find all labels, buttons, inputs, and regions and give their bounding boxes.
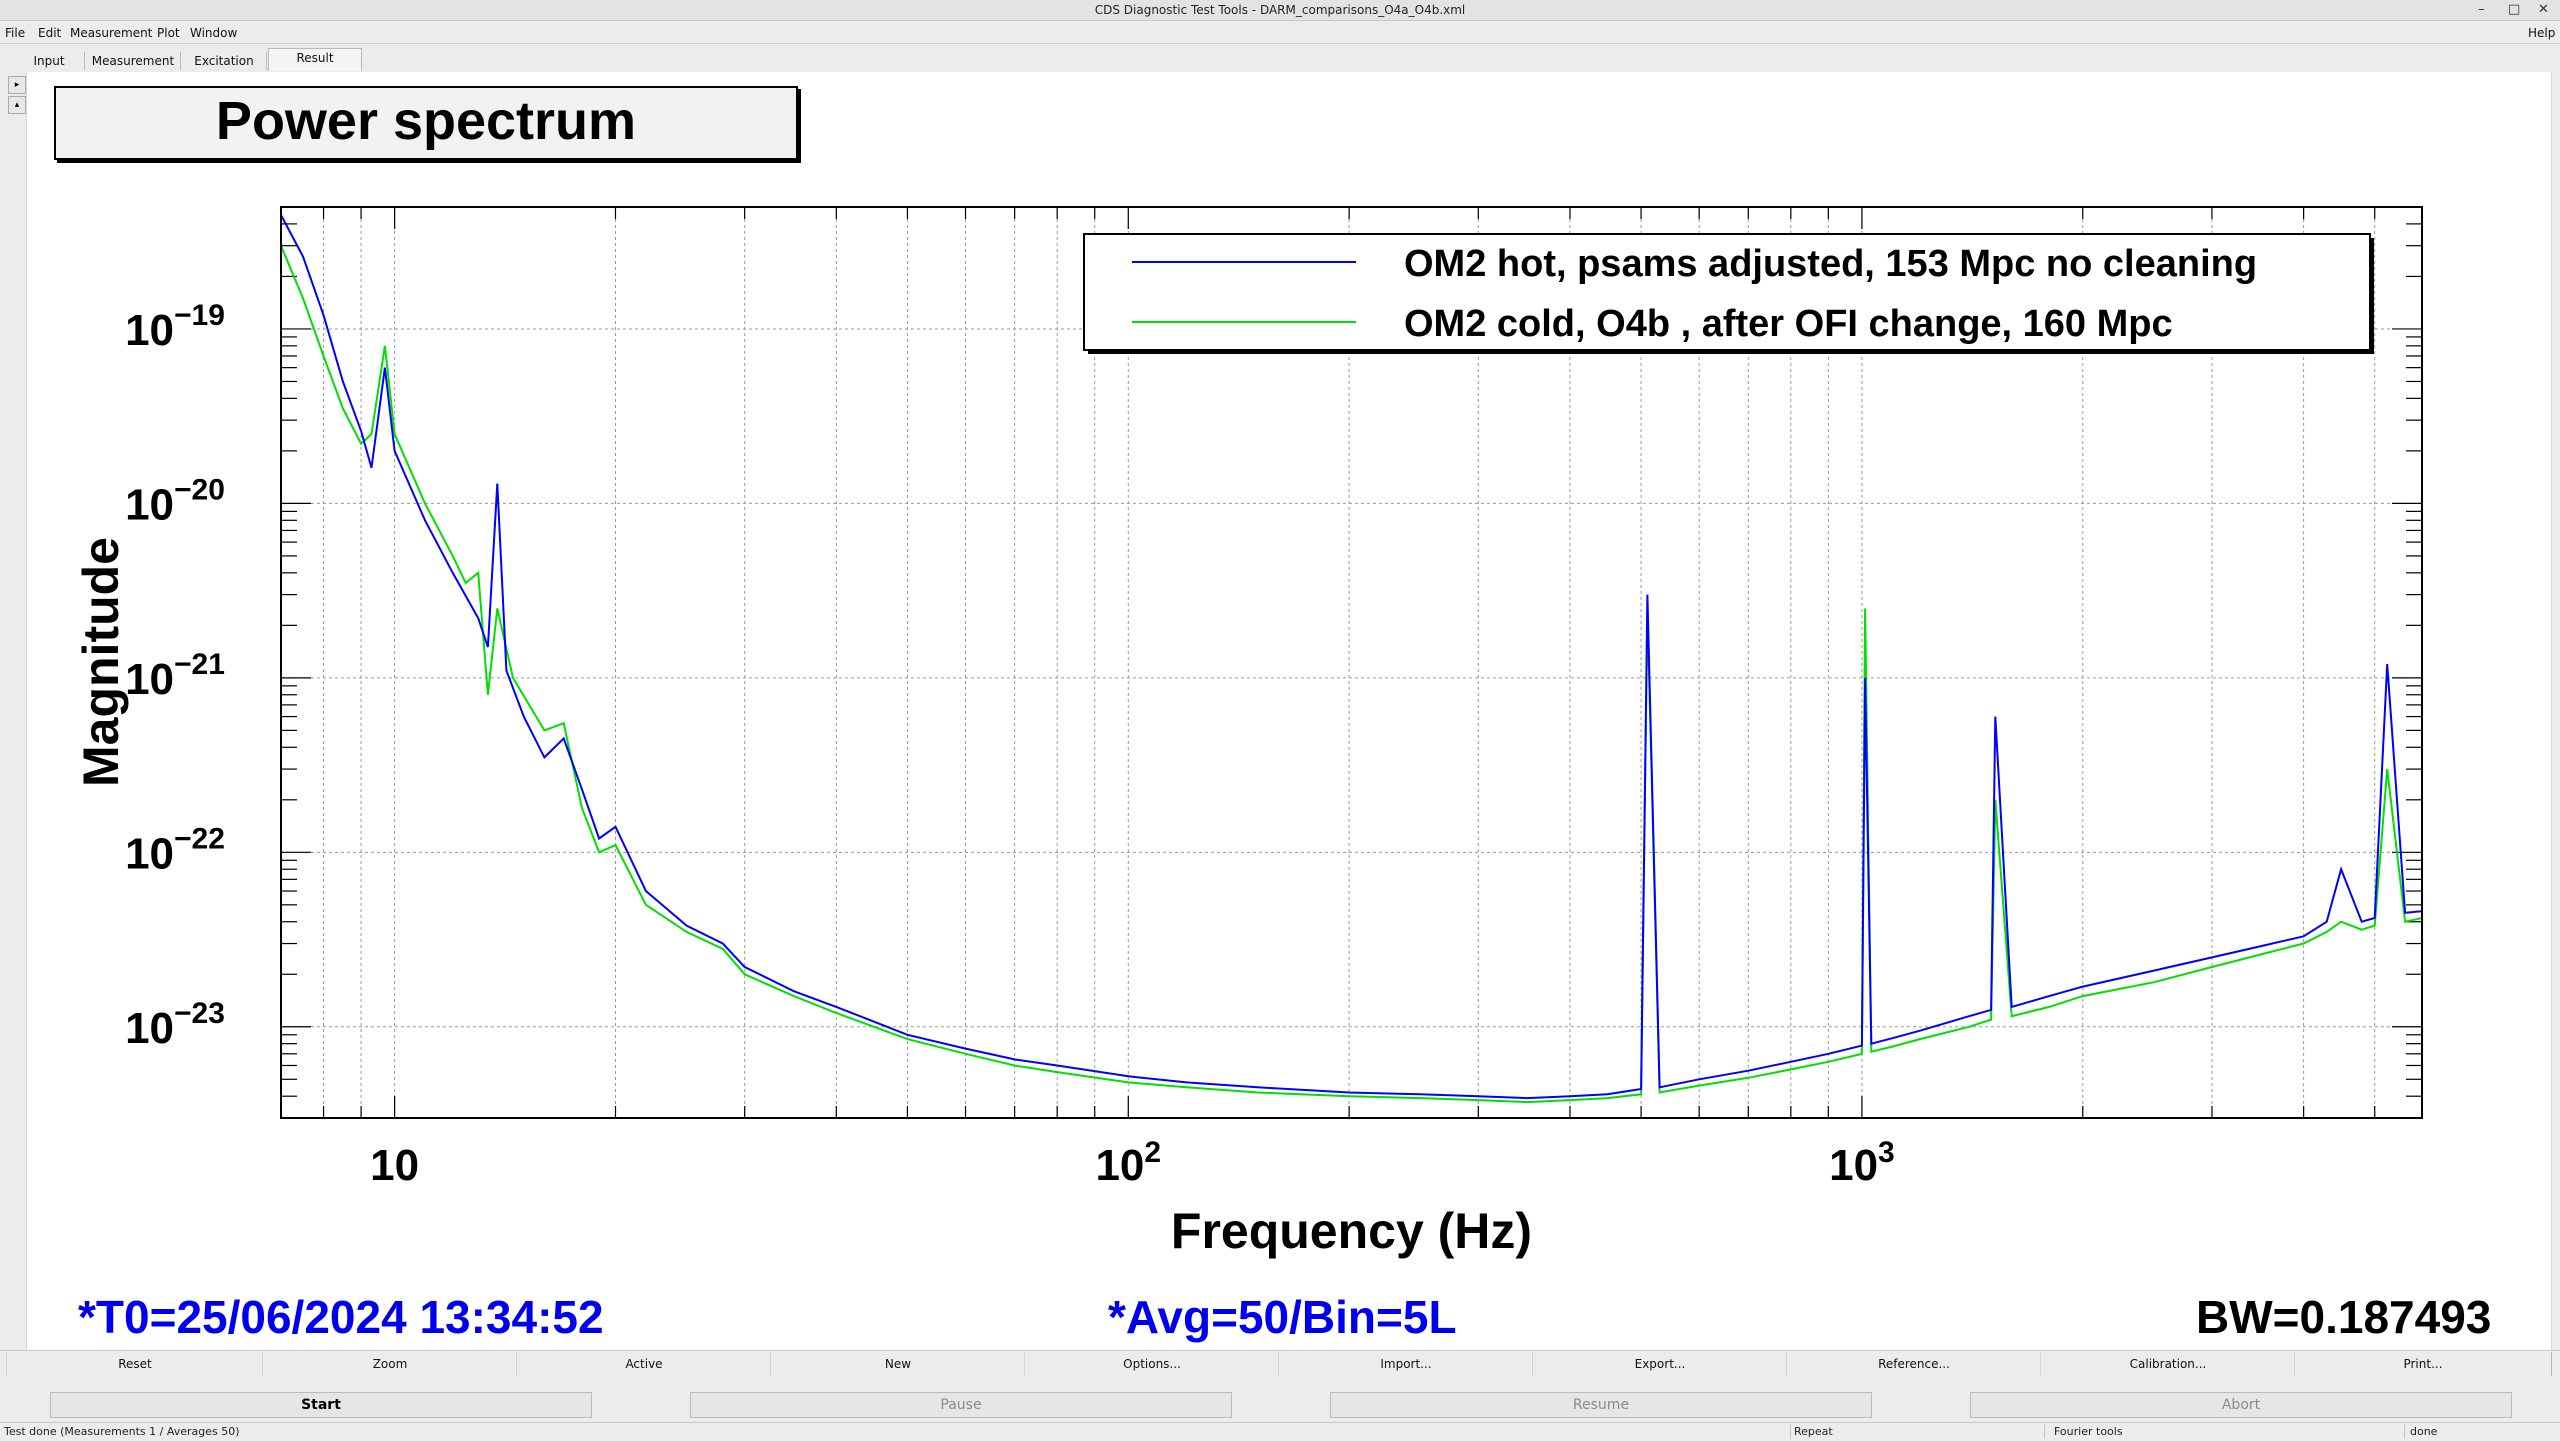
y-axis-label: Magnitude <box>73 537 129 787</box>
pad-scroll-arrows: ▸ ▴ <box>8 76 26 114</box>
series-line <box>280 245 2423 1104</box>
status-repeat: Repeat <box>1790 1424 2045 1439</box>
x-tick-label: 103 <box>1829 1136 1895 1190</box>
abort-button[interactable]: Abort <box>1970 1392 2512 1418</box>
x-axis-label: Frequency (Hz) <box>1171 1203 1532 1259</box>
y-tick-label: 10−21 <box>125 648 225 704</box>
t0-label: *T0=25/06/2024 13:34:52 <box>78 1291 604 1343</box>
tab-input[interactable]: Input <box>14 52 85 70</box>
x-tick-label: 10 <box>370 1141 419 1190</box>
close-icon[interactable]: ✕ <box>2538 2 2549 17</box>
plot-title-box: Power spectrum <box>54 86 798 160</box>
y-tick-label: 10−22 <box>125 822 225 878</box>
tab-measurement[interactable]: Measurement <box>86 52 181 70</box>
status-tools: Fourier tools <box>2050 1424 2405 1439</box>
menu-file[interactable]: File <box>5 26 26 40</box>
import-button[interactable]: Import... <box>1278 1352 1534 1376</box>
new-button[interactable]: New <box>770 1352 1026 1376</box>
window-titlebar: CDS Diagnostic Test Tools - DARM_compari… <box>0 0 2560 21</box>
menu-measurement[interactable]: Measurement <box>70 26 153 40</box>
plot-title: Power spectrum <box>215 91 637 151</box>
tab-result[interactable]: Result <box>268 48 362 71</box>
y-tick-label: 10−20 <box>125 473 225 529</box>
options-button[interactable]: Options... <box>1024 1352 1280 1376</box>
menu-window[interactable]: Window <box>190 26 238 40</box>
active-button[interactable]: Active <box>516 1352 772 1376</box>
export-button[interactable]: Export... <box>1532 1352 1788 1376</box>
reset-button[interactable]: Reset <box>6 1352 264 1376</box>
legend-label: OM2 cold, O4b , after OFI change, 160 Mp… <box>1404 303 2173 345</box>
tab-excitation[interactable]: Excitation <box>182 52 267 70</box>
window-title: CDS Diagnostic Test Tools - DARM_compari… <box>1094 3 1466 17</box>
plot-area <box>281 207 2422 1118</box>
y-tick-label: 10−19 <box>125 299 225 355</box>
legend-box <box>1083 233 2371 351</box>
status-bar <box>0 1422 2560 1441</box>
calibration-button[interactable]: Calibration... <box>2040 1352 2296 1376</box>
status-message: Test done (Measurements 1 / Averages 50) <box>0 1424 1791 1439</box>
y-tick-label: 10−23 <box>125 997 225 1053</box>
zoom-button[interactable]: Zoom <box>262 1352 518 1376</box>
menu-edit[interactable]: Edit <box>38 26 62 40</box>
plot-frame <box>280 206 2423 1119</box>
x-tick-label: 102 <box>1095 1136 1161 1190</box>
menu-help[interactable]: Help <box>2528 26 2556 40</box>
arrow-up-icon[interactable]: ▴ <box>8 96 26 114</box>
bw-label: BW=0.187493 <box>2196 1291 2492 1343</box>
avg-label: *Avg=50/Bin=5L <box>1108 1291 1457 1343</box>
legend-label: OM2 hot, psams adjusted, 153 Mpc no clea… <box>1404 243 2257 285</box>
maximize-icon[interactable]: □ <box>2508 2 2521 17</box>
reference-button[interactable]: Reference... <box>1786 1352 2042 1376</box>
arrow-right-icon[interactable]: ▸ <box>8 76 26 94</box>
series-line <box>280 214 2423 1100</box>
start-button[interactable]: Start <box>50 1392 592 1418</box>
tab-bar: Input Measurement Excitation Result <box>0 44 2560 71</box>
menu-bar: File Edit Measurement Plot Window Help <box>0 21 2560 44</box>
print-button[interactable]: Print... <box>2294 1352 2552 1376</box>
pause-button[interactable]: Pause <box>690 1392 1232 1418</box>
minimize-icon[interactable]: – <box>2478 2 2485 17</box>
resume-button[interactable]: Resume <box>1330 1392 1872 1418</box>
menu-plot[interactable]: Plot <box>157 26 180 40</box>
status-state: done <box>2410 1425 2438 1438</box>
